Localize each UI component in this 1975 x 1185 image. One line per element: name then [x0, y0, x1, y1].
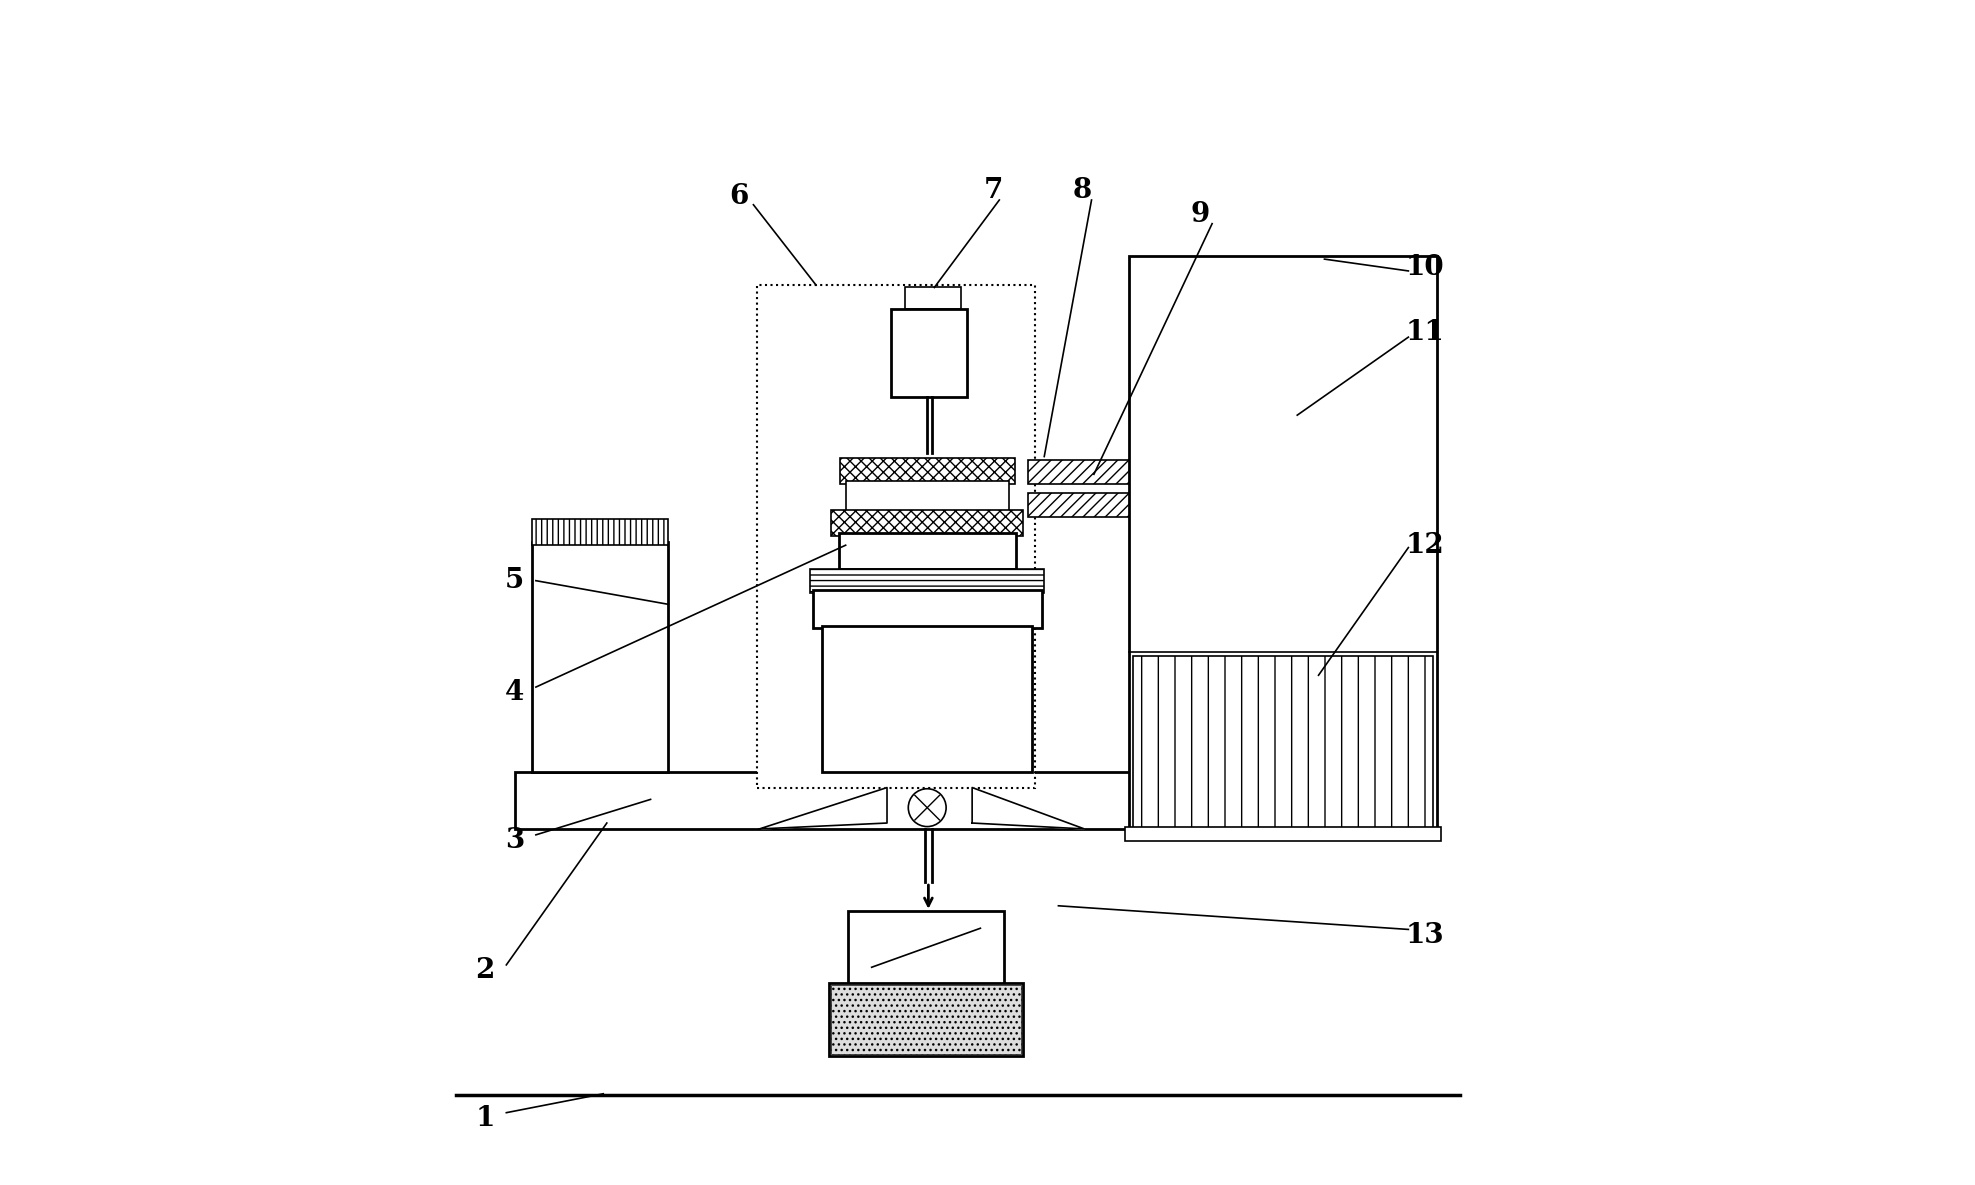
- Text: 6: 6: [729, 182, 749, 210]
- Bar: [822, 626, 1033, 773]
- Text: 1: 1: [476, 1106, 496, 1132]
- Bar: [830, 982, 1023, 1056]
- Bar: [1027, 493, 1157, 517]
- Bar: [839, 457, 1015, 483]
- Text: 4: 4: [506, 679, 523, 706]
- Bar: [1130, 256, 1436, 835]
- Bar: [756, 286, 1035, 788]
- Bar: [810, 569, 1045, 592]
- Bar: [812, 590, 1043, 628]
- Bar: [1027, 460, 1157, 483]
- Bar: [1124, 827, 1442, 841]
- Text: 2: 2: [476, 957, 496, 985]
- Bar: [891, 309, 968, 397]
- Bar: [831, 510, 1023, 536]
- Text: 12: 12: [1406, 532, 1444, 558]
- Bar: [839, 533, 1015, 569]
- Bar: [515, 773, 1260, 829]
- Text: 13: 13: [1406, 922, 1444, 949]
- Bar: [847, 910, 1003, 985]
- Text: 9: 9: [1191, 200, 1211, 228]
- Polygon shape: [972, 788, 1084, 830]
- Bar: [905, 288, 962, 309]
- Text: 10: 10: [1406, 254, 1444, 281]
- Text: 5: 5: [506, 568, 523, 594]
- Text: 8: 8: [1072, 177, 1092, 204]
- Polygon shape: [758, 788, 887, 830]
- Bar: [533, 519, 668, 545]
- Text: 11: 11: [1406, 319, 1444, 346]
- Text: 3: 3: [506, 827, 523, 854]
- Bar: [831, 985, 1021, 1053]
- Text: 7: 7: [984, 177, 1003, 204]
- Bar: [533, 542, 668, 773]
- Bar: [845, 481, 1009, 512]
- Bar: [1134, 656, 1434, 832]
